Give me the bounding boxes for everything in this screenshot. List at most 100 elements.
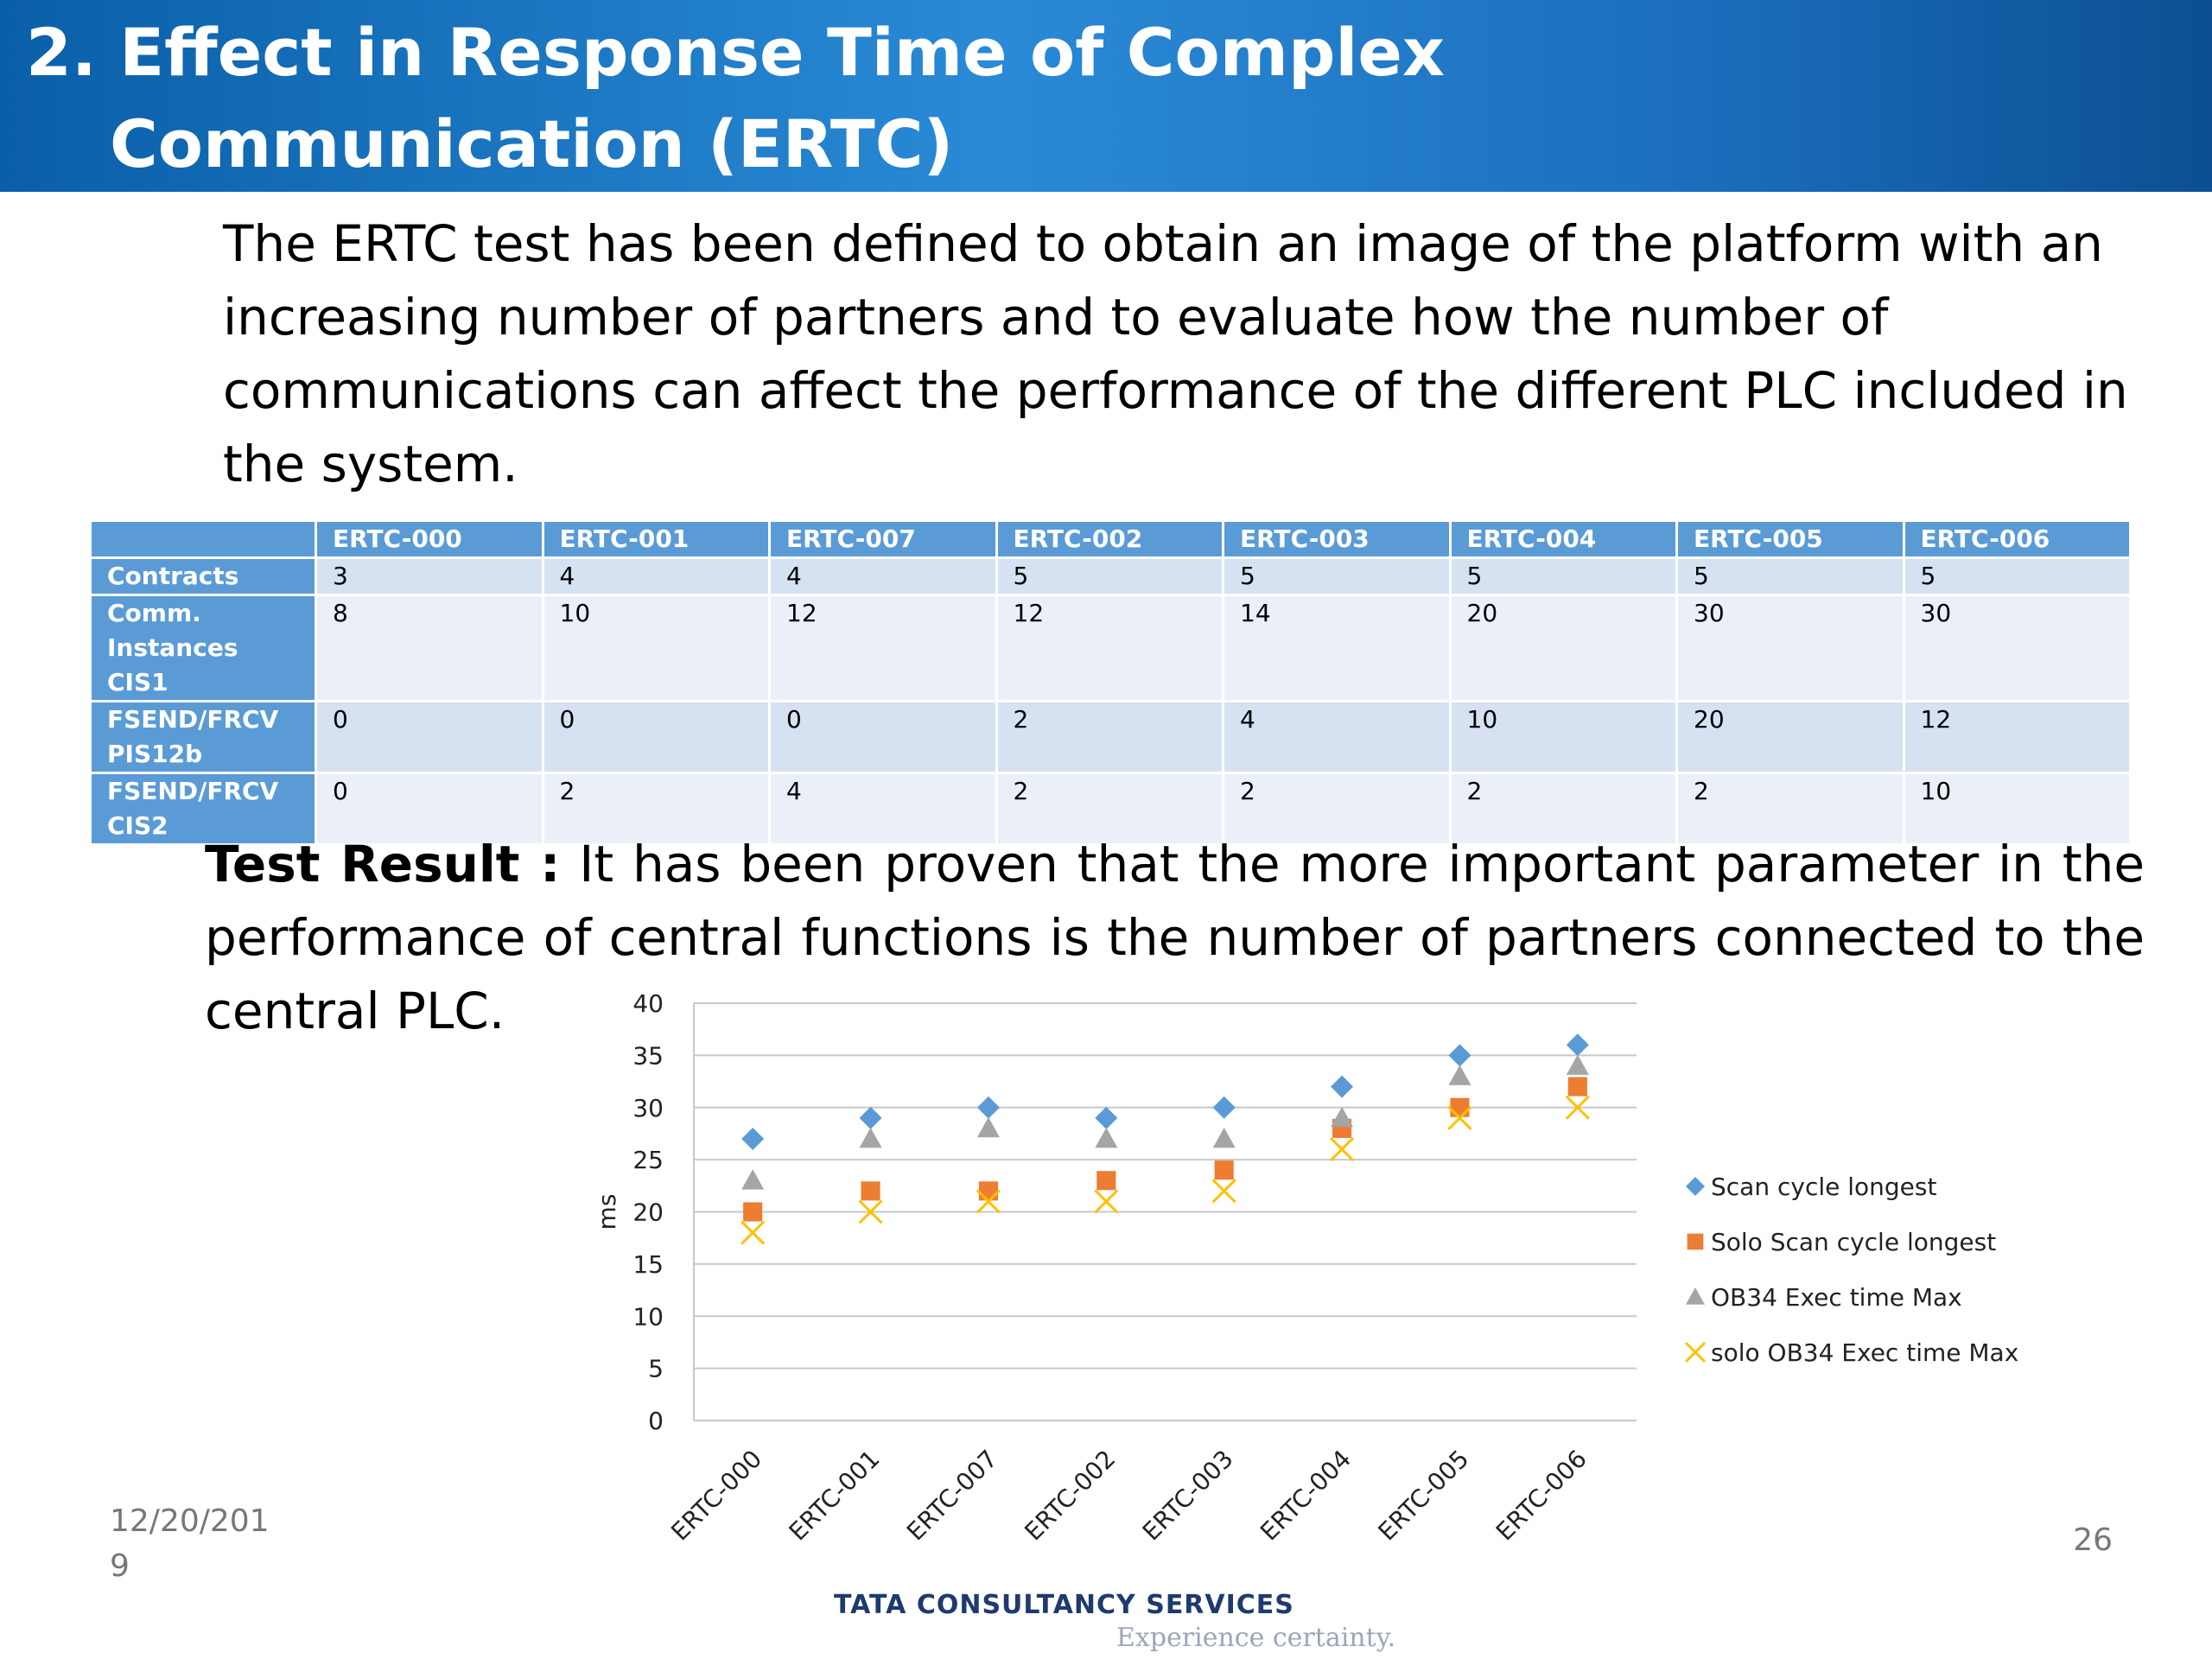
result-label: Test Result :: [205, 835, 561, 893]
cell: 12: [1902, 700, 2132, 774]
result: Test Result : It has been proven that th…: [205, 828, 2145, 1048]
result-text: It has been proven that the more importa…: [205, 835, 2145, 1040]
row: FSEND/FRCV PIS12b 0 0 0 2 4 10 20 12: [89, 700, 2132, 774]
point: [741, 1169, 765, 1190]
point: [1094, 1189, 1119, 1214]
cell: 0: [315, 700, 544, 774]
point: [1211, 1179, 1236, 1204]
point: [1096, 1171, 1116, 1191]
y-tick-label: 25: [632, 1146, 664, 1174]
cell: 14: [1222, 594, 1452, 702]
legend-marker: [1686, 1287, 1705, 1305]
cell: 2: [995, 772, 1224, 846]
cell: 5: [995, 556, 1224, 596]
point: [861, 1181, 880, 1201]
row: FSEND/FRCV CIS2 0 2 4 2 2 2 2 10: [89, 772, 2132, 846]
column-header: ERTC-005: [1675, 519, 1905, 559]
point: [1212, 1096, 1236, 1119]
y-tick-label: 5: [648, 1355, 664, 1383]
point: [1447, 1105, 1472, 1130]
cell: 5: [1675, 556, 1905, 596]
x-tick-label: ERTC-000: [665, 1445, 767, 1547]
cell: 10: [1448, 700, 1678, 774]
column-header: ERTC-003: [1222, 519, 1452, 559]
cell: 30: [1675, 594, 1905, 702]
legend-marker: [1687, 1233, 1704, 1250]
point: [1565, 1095, 1590, 1120]
row: Contracts 3 4 4 5 5 5 5 5: [89, 556, 2132, 596]
cell: 4: [1222, 700, 1452, 774]
x-tick-label: ERTC-004: [1255, 1445, 1357, 1547]
point: [1567, 1077, 1587, 1096]
header-bar: 2. Effect in Response Time of Complex Co…: [0, 0, 2212, 192]
point: [1448, 1044, 1471, 1067]
legend-marker: [1684, 1341, 1707, 1363]
y-tick-label: 10: [632, 1302, 664, 1331]
legend-label: Scan cycle longest: [1711, 1173, 1936, 1201]
point: [1566, 1054, 1589, 1075]
column-header: ERTC-000: [315, 519, 544, 559]
page-number: 26: [2073, 1522, 2113, 1558]
cell: 3: [315, 556, 544, 596]
point: [859, 1127, 882, 1148]
point: [1214, 1160, 1234, 1180]
point: [1331, 1075, 1354, 1098]
tagline: Experience certainty.: [1116, 1623, 1396, 1653]
point: [741, 1127, 765, 1150]
x-tick-label: ERTC-002: [1019, 1445, 1121, 1547]
x-tick-label: ERTC-001: [784, 1445, 886, 1547]
column-header: ERTC-001: [541, 519, 771, 559]
y-axis-label: ms: [593, 1194, 621, 1230]
point: [1448, 1065, 1471, 1085]
title: 2. Effect in Response Time of Complex Co…: [26, 14, 1445, 182]
cell: 8: [315, 594, 544, 702]
legend-label: OB34 Exec time Max: [1711, 1283, 1962, 1312]
point: [859, 1106, 882, 1129]
header-row: ERTC-000 ERTC-001 ERTC-007 ERTC-002 ERTC-003…: [89, 519, 2132, 559]
cell: 5: [1448, 556, 1678, 596]
cell: 4: [768, 772, 998, 846]
point: [741, 1220, 766, 1245]
cell: 20: [1448, 594, 1678, 702]
point: [743, 1202, 763, 1222]
x-tick-label: ERTC-006: [1491, 1445, 1592, 1547]
point: [976, 1116, 1000, 1138]
y-tick-label: 30: [632, 1094, 664, 1122]
legend-label: Solo Scan cycle longest: [1711, 1228, 1996, 1256]
x-tick-label: ERTC-005: [1373, 1445, 1475, 1547]
date: 12/20/2019: [110, 1503, 270, 1584]
cell: 10: [541, 594, 771, 702]
column-header: ERTC-006: [1902, 519, 2132, 559]
logo: TATA CONSULTANCY SERVICES: [834, 1590, 1294, 1620]
y-tick-label: 0: [648, 1407, 664, 1435]
column-header: ERTC-002: [995, 519, 1224, 559]
point: [1212, 1127, 1236, 1148]
point: [1450, 1097, 1470, 1117]
legend-marker: [1686, 1177, 1705, 1196]
cell: 2: [995, 700, 1224, 774]
x-tick-label: ERTC-003: [1137, 1445, 1239, 1547]
column-header: ERTC-004: [1448, 519, 1678, 559]
cell: 0: [541, 700, 771, 774]
point: [1566, 1033, 1589, 1057]
corner-cell: [89, 519, 317, 559]
point: [858, 1199, 883, 1224]
cell: 4: [768, 556, 998, 596]
row-label: FSEND/FRCV PIS12b: [89, 700, 317, 774]
y-tick-label: 35: [632, 1041, 664, 1070]
cell: 12: [768, 594, 998, 702]
table: ERTC-000 ERTC-001 ERTC-007 ERTC-002 ERTC-003…: [89, 519, 2132, 846]
point: [976, 1096, 1000, 1119]
cell: 5: [1222, 556, 1452, 596]
point: [1329, 1136, 1355, 1162]
cell: 12: [995, 594, 1224, 702]
point: [978, 1181, 998, 1201]
point: [1331, 1106, 1354, 1128]
x-tick-label: ERTC-007: [901, 1445, 1003, 1547]
cell: 0: [768, 700, 998, 774]
cell: 4: [541, 556, 771, 596]
row: Comm. Instances CIS1 8 10 12 12 14 20 30 30: [89, 594, 2132, 702]
row-label: Contracts: [89, 556, 317, 596]
